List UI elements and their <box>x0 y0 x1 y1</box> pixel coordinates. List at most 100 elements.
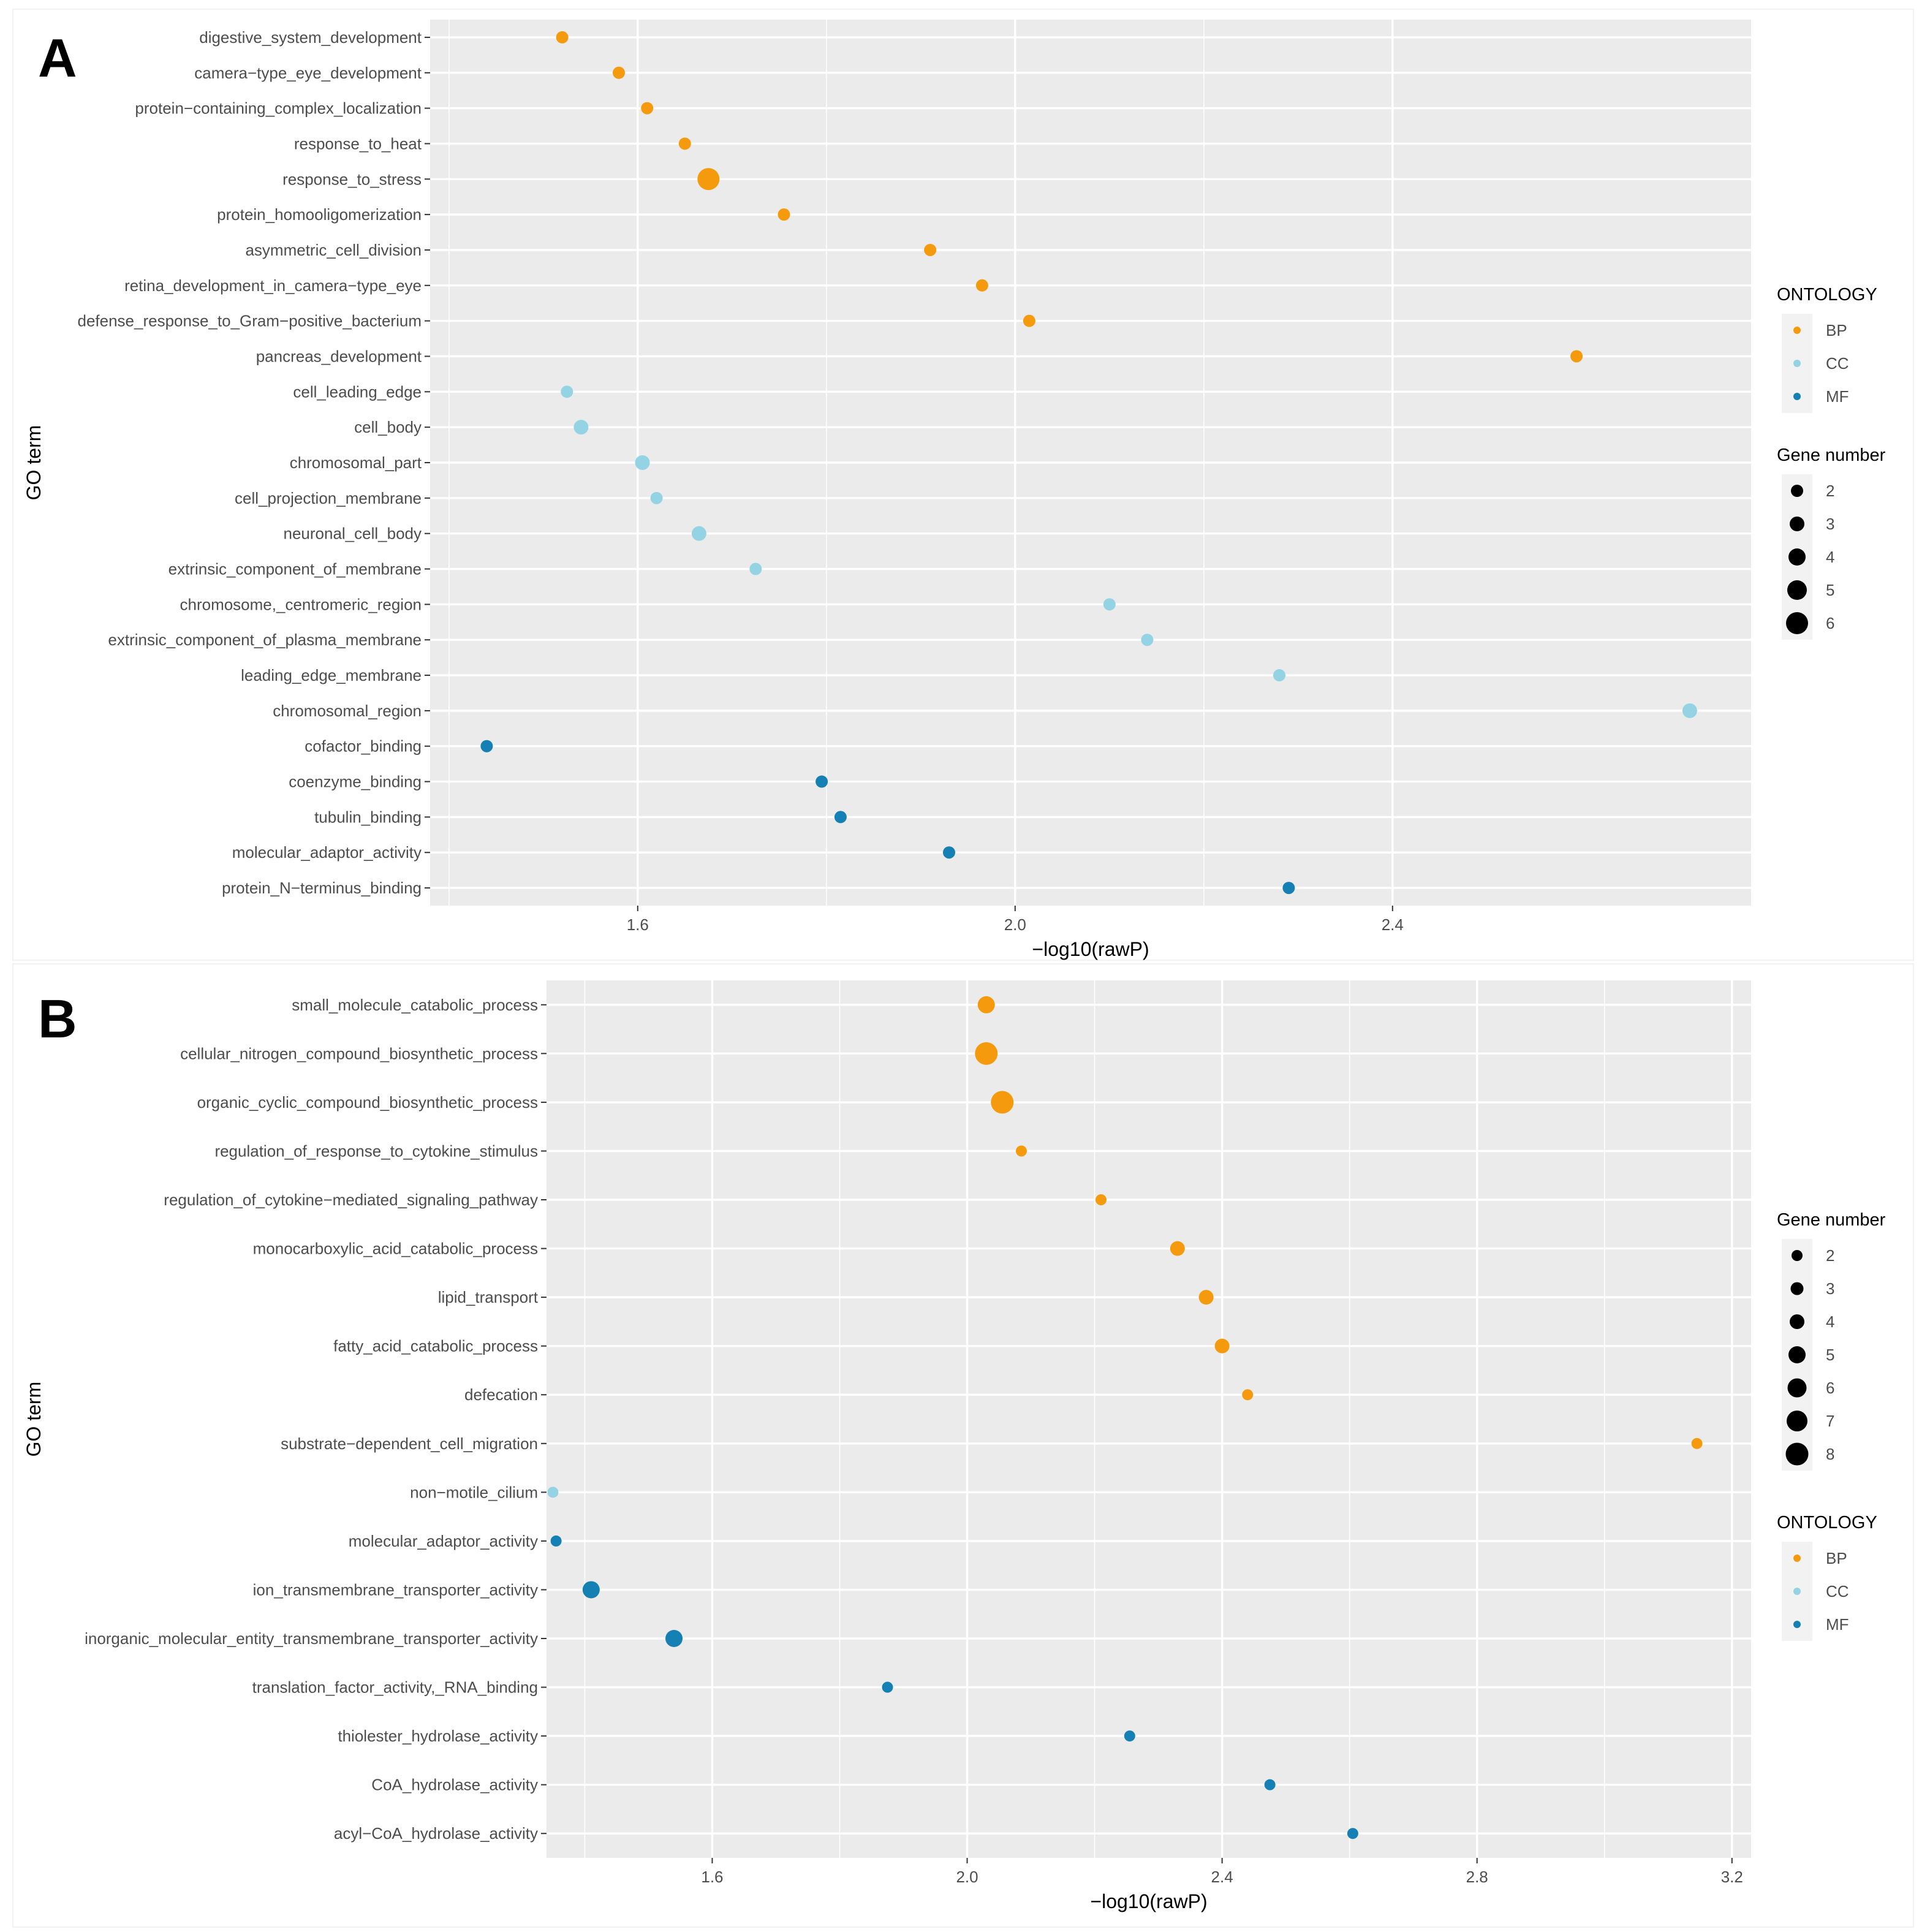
point-bp <box>924 243 937 256</box>
go-term-label: inorganic_molecular_entity_transmembrane… <box>85 1629 538 1648</box>
point-mf <box>1264 1779 1276 1790</box>
legend-item-label: 6 <box>1826 1379 1834 1397</box>
point-bp <box>1570 350 1583 363</box>
legend-title: ONTOLOGY <box>1777 1513 1877 1532</box>
go-term-label: pancreas_development <box>256 347 422 365</box>
go-term-label: leading_edge_membrane <box>241 666 422 684</box>
x-tick-label: 2.0 <box>1004 915 1026 934</box>
go-term-label: digestive_system_development <box>199 28 422 47</box>
go-term-label: fatty_acid_catabolic_process <box>333 1337 538 1355</box>
legend-size-dot <box>1787 1411 1807 1431</box>
go-term-label: defecation <box>464 1385 538 1404</box>
panel-label: A <box>38 28 77 88</box>
go-term-label: extrinsic_component_of_membrane <box>168 560 422 578</box>
panel-a: 1.6 2.0 2.4 digestive_system_developmentcam… <box>23 20 1886 960</box>
go-term-label: monocarboxylic_acid_catabolic_process <box>253 1240 538 1258</box>
legend-gene-number: Gene number 2 3 4 5 6 7 8 <box>1777 1210 1886 1471</box>
point-bp <box>1242 1389 1254 1401</box>
point-cc <box>573 420 589 435</box>
legend-ontology: ONTOLOGY BP CC MF <box>1777 285 1877 413</box>
go-term-label: tubulin_binding <box>314 808 422 826</box>
legend-title: ONTOLOGY <box>1777 285 1877 305</box>
legend-size-dot <box>1787 580 1807 600</box>
point-mf <box>834 811 847 824</box>
point-cc <box>1682 703 1697 718</box>
point-mf <box>480 740 493 752</box>
legend-item-label: 3 <box>1826 1279 1834 1298</box>
legend-title: Gene number <box>1777 445 1886 465</box>
go-term-label: regulation_of_response_to_cytokine_stimu… <box>214 1142 538 1160</box>
legend-size-dot <box>1788 548 1806 566</box>
go-term-label: non−motile_cilium <box>410 1483 538 1501</box>
go-term-label: regulation_of_cytokine−mediated_signalin… <box>164 1191 538 1209</box>
point-cc <box>561 385 573 398</box>
go-term-label: camera−type_eye_development <box>194 64 422 82</box>
go-term-label: molecular_adaptor_activity <box>232 843 422 862</box>
x-tick-label: 2.0 <box>956 1868 978 1886</box>
go-term-label: chromosome,_centromeric_region <box>180 595 422 613</box>
legend-ontology: ONTOLOGY BP CC MF <box>1777 1513 1877 1641</box>
go-term-label: small_molecule_catabolic_process <box>292 996 538 1014</box>
go-term-label: protein_homooligomerization <box>217 205 422 224</box>
panel-b: 1.6 2.0 2.4 2.8 3.2 small_molecule_catabolic_… <box>23 980 1886 1912</box>
legend-size-dot <box>1791 485 1803 497</box>
go-term-label: chromosomal_part <box>290 453 422 472</box>
go-term-label: organic_cyclic_compound_biosynthetic_pro… <box>197 1093 538 1112</box>
go-term-label: cellular_nitrogen_compound_biosynthetic_… <box>180 1044 538 1063</box>
y-axis-title: GO term <box>23 425 45 501</box>
point-bp <box>1691 1438 1703 1449</box>
x-tick-label: 2.4 <box>1211 1868 1233 1886</box>
point-bp <box>1170 1241 1185 1256</box>
point-cc <box>635 455 650 470</box>
legend-item-label: 2 <box>1826 482 1834 500</box>
plot-panel <box>547 980 1751 1858</box>
go-term-label: retina_development_in_camera−type_eye <box>124 276 422 295</box>
point-bp <box>697 168 720 191</box>
point-mf <box>882 1681 893 1693</box>
point-bp <box>1023 314 1035 327</box>
point-mf <box>1124 1730 1135 1742</box>
go-term-label: cell_projection_membrane <box>235 489 422 507</box>
y-axis-title: GO term <box>23 1382 45 1457</box>
x-tick-label: 1.6 <box>627 915 649 934</box>
go-term-label: substrate−dependent_cell_migration <box>281 1434 538 1453</box>
legend-color-dot <box>1793 1555 1801 1562</box>
legend-size-dot <box>1790 517 1804 531</box>
legend-color-dot <box>1793 360 1801 367</box>
go-term-label: protein−containing_complex_localization <box>135 99 422 118</box>
legend-item-label: BP <box>1826 321 1847 339</box>
go-term-label: translation_factor_activity,_RNA_binding <box>252 1678 538 1697</box>
go-term-label: asymmetric_cell_division <box>245 241 422 259</box>
legend-size-dot <box>1787 1378 1807 1398</box>
go-term-label: defense_response_to_Gram−positive_bacter… <box>77 312 422 330</box>
point-cc <box>1141 634 1154 646</box>
point-cc <box>547 1487 559 1498</box>
go-term-label: cofactor_binding <box>305 737 422 756</box>
legend-item-label: 8 <box>1826 1445 1834 1463</box>
point-cc <box>1103 598 1116 611</box>
panel-label: B <box>38 988 77 1049</box>
legend-color-dot <box>1793 1621 1801 1628</box>
point-mf <box>665 1630 683 1647</box>
legend-size-dot <box>1790 1314 1804 1329</box>
go-term-label: response_to_heat <box>294 134 422 153</box>
point-mf <box>1347 1828 1358 1839</box>
go-term-label: molecular_adaptor_activity <box>349 1532 538 1550</box>
legend-size-dot <box>1790 1282 1804 1295</box>
go-term-label: protein_N−terminus_binding <box>222 879 422 897</box>
go-term-label: ion_transmembrane_transporter_activity <box>253 1580 538 1599</box>
point-bp <box>1095 1194 1107 1205</box>
legend-item-label: 2 <box>1826 1246 1834 1265</box>
point-bp <box>778 208 790 221</box>
legend-color-dot <box>1793 393 1801 400</box>
point-bp <box>1198 1290 1214 1305</box>
go-term-label: CoA_hydrolase_activity <box>371 1776 538 1794</box>
legend-item-label: BP <box>1826 1549 1847 1567</box>
go-term-label: response_to_stress <box>282 170 422 188</box>
x-axis-title: −log10(rawP) <box>1032 938 1149 960</box>
x-axis-title: −log10(rawP) <box>1090 1890 1207 1912</box>
go-term-label: chromosomal_region <box>273 702 422 720</box>
legend-item-label: 4 <box>1826 548 1834 566</box>
legend-item-label: 4 <box>1826 1313 1834 1331</box>
legend-item-label: 3 <box>1826 515 1834 533</box>
